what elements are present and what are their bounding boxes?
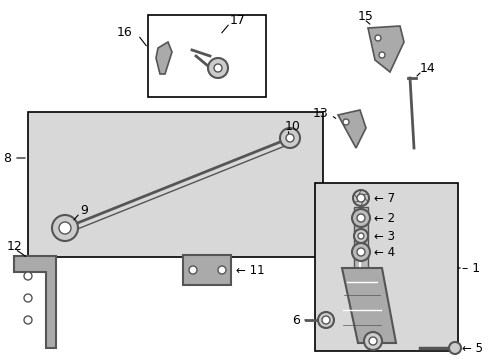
Text: 12: 12 <box>7 239 23 252</box>
Circle shape <box>356 248 364 256</box>
Bar <box>148 15 265 97</box>
Bar <box>28 112 323 257</box>
Circle shape <box>24 272 32 280</box>
Text: 17: 17 <box>229 14 245 27</box>
Text: ← 4: ← 4 <box>373 246 394 258</box>
Bar <box>314 183 457 351</box>
Circle shape <box>351 209 369 227</box>
Bar <box>183 255 230 285</box>
Text: 8: 8 <box>3 152 11 165</box>
Circle shape <box>351 243 369 261</box>
Circle shape <box>363 332 381 350</box>
Text: 6: 6 <box>291 314 299 327</box>
Polygon shape <box>367 26 403 72</box>
Polygon shape <box>337 110 365 148</box>
Polygon shape <box>341 268 395 343</box>
Circle shape <box>368 337 376 345</box>
Circle shape <box>356 214 364 222</box>
Text: ← 7: ← 7 <box>373 192 394 204</box>
Circle shape <box>189 266 197 274</box>
Text: 15: 15 <box>357 9 373 23</box>
Circle shape <box>24 316 32 324</box>
Circle shape <box>59 222 71 234</box>
Circle shape <box>214 64 222 72</box>
Polygon shape <box>14 256 56 348</box>
Circle shape <box>317 312 333 328</box>
Text: ← 11: ← 11 <box>236 264 264 276</box>
Circle shape <box>280 128 299 148</box>
Circle shape <box>321 316 329 324</box>
Text: 10: 10 <box>285 120 300 132</box>
Text: 14: 14 <box>419 62 435 75</box>
Circle shape <box>52 215 78 241</box>
Circle shape <box>357 233 363 239</box>
Circle shape <box>285 134 293 142</box>
Polygon shape <box>156 42 172 74</box>
Text: 13: 13 <box>312 107 327 120</box>
Circle shape <box>448 342 460 354</box>
Circle shape <box>374 35 380 41</box>
Circle shape <box>378 52 384 58</box>
Circle shape <box>24 294 32 302</box>
Circle shape <box>353 229 367 243</box>
Text: ← 5: ← 5 <box>461 342 482 355</box>
Text: 16: 16 <box>116 26 132 39</box>
Polygon shape <box>353 207 367 268</box>
Circle shape <box>207 58 227 78</box>
Text: ← 2: ← 2 <box>373 212 394 225</box>
Circle shape <box>342 119 348 125</box>
Circle shape <box>352 190 368 206</box>
Text: ← 3: ← 3 <box>373 230 394 243</box>
Circle shape <box>218 266 225 274</box>
Circle shape <box>356 194 364 202</box>
Text: 9: 9 <box>80 203 88 216</box>
Text: – 1: – 1 <box>461 261 479 274</box>
